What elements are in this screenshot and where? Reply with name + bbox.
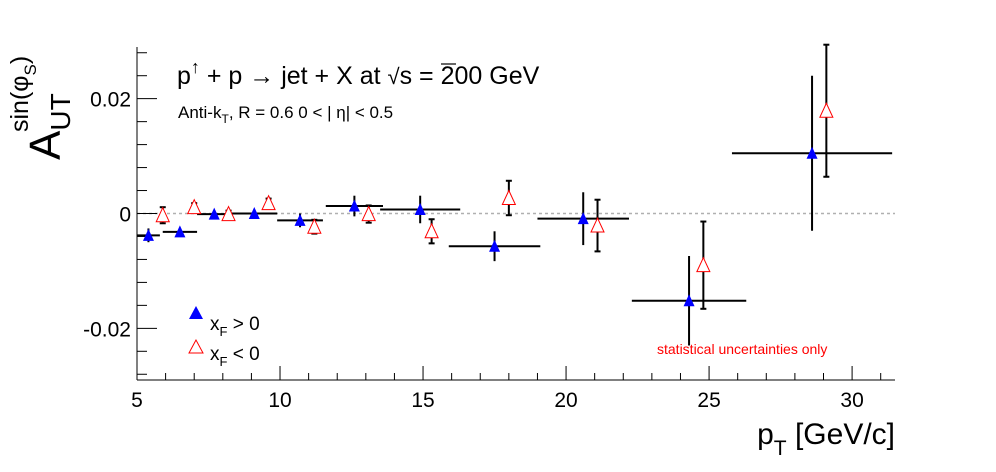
marker-filled-triangle: [174, 225, 186, 238]
data-point-xf-negative: [501, 179, 517, 217]
y-tick-label: -0.02: [83, 318, 131, 341]
data-point-xf-positive: [448, 231, 541, 262]
marker-open-triangle: [261, 194, 276, 211]
marker-filled-triangle: [348, 199, 360, 212]
statistical-uncertainty-note: statistical uncertainties only: [657, 341, 827, 357]
marker-filled-triangle: [208, 207, 220, 220]
reaction-annotation: p↑ + p → jet + X at √s = 200 GeV: [177, 57, 540, 90]
data-point-xf-negative: [221, 205, 236, 222]
data-point-xf-positive: [380, 195, 461, 224]
x-tick-label: 10: [268, 389, 291, 412]
data-point-xf-positive: [325, 195, 383, 217]
marker-open-triangle: [424, 222, 439, 239]
data-point-xf-negative: [361, 204, 376, 224]
marker-open-triangle: [696, 256, 711, 273]
marker-open-triangle: [819, 102, 834, 118]
marker-filled-triangle: [683, 294, 695, 307]
data-point-xf-positive: [231, 207, 278, 219]
y-axis-title-superscript: sin(φS): [6, 56, 40, 132]
marker-filled-triangle: [806, 146, 818, 159]
data-point-xf-positive: [537, 192, 629, 246]
x-tick-label: 15: [411, 389, 434, 412]
data-point-xf-negative: [261, 194, 276, 211]
y-tick-label: 0.02: [90, 89, 131, 112]
x-tick-label: 5: [131, 389, 143, 412]
y-tick-label: 0: [119, 204, 131, 227]
data-point-xf-negative: [155, 206, 171, 225]
marker-open-triangle: [307, 218, 322, 234]
data-point-xf-positive: [162, 225, 198, 238]
legend-label-xf-positive: xF > 0: [210, 314, 260, 339]
jet-algorithm-annotation: Anti-kT, R = 0.6 0 < | η| < 0.5: [178, 103, 393, 126]
marker-open-triangle: [590, 216, 605, 233]
x-tick-label: 30: [840, 389, 863, 412]
x-axis-title: pT [GeV/c]: [757, 418, 895, 460]
y-axis-title: AUT: [21, 93, 76, 160]
x-tick-label: 20: [554, 389, 577, 412]
data-point-xf-negative: [307, 218, 322, 235]
marker-filled-triangle: [489, 239, 501, 252]
legend-marker-xf-negative: [188, 338, 204, 354]
x-tick-label: 25: [697, 389, 720, 412]
marker-filled-triangle: [414, 202, 426, 215]
marker-filled-triangle: [248, 207, 260, 219]
legend-marker-xf-positive: [189, 306, 203, 319]
marker-filled-triangle: [294, 213, 306, 226]
data-point-xf-positive: [631, 255, 747, 346]
data-point-xf-negative: [696, 220, 711, 310]
marker-open-triangle: [361, 205, 376, 222]
marker-open-triangle: [155, 206, 171, 223]
data-points-group: [137, 43, 893, 346]
data-point-xf-negative: [819, 43, 834, 178]
data-point-xf-negative: [424, 218, 439, 245]
marker-open-triangle: [501, 189, 517, 205]
marker-open-triangle: [186, 198, 202, 215]
marker-filled-triangle: [577, 212, 589, 225]
legend: xF > 0 xF < 0: [188, 306, 260, 369]
marker-open-triangle: [221, 205, 236, 222]
marker-filled-triangle: [142, 228, 154, 241]
data-point-xf-positive: [137, 228, 160, 243]
tick-labels-group: 5 10 15 20 25 30 -0.02 0 0.02: [83, 89, 864, 412]
legend-label-xf-negative: xF < 0: [210, 344, 260, 369]
data-point-xf-negative: [590, 198, 605, 253]
data-point-xf-positive: [731, 75, 893, 231]
data-point-xf-negative: [186, 198, 202, 215]
